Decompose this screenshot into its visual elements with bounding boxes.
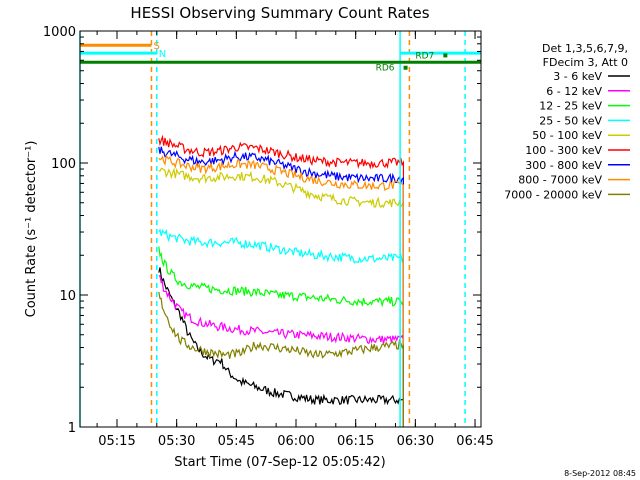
series-1-line — [158, 275, 404, 427]
legend-label-2: 12 - 25 keV — [539, 100, 602, 113]
x-tick-label: 06:45 — [456, 434, 493, 449]
legend-label-7: 800 - 7000 keV — [518, 174, 602, 187]
marker-hbar-label-1: N — [159, 49, 166, 60]
y-axis: 1 10 100 1000 — [43, 25, 481, 436]
legend-label-1: 6 - 12 keV — [546, 85, 602, 98]
marker-hbar-label-0: S — [153, 41, 159, 52]
plot-frame — [79, 30, 482, 428]
series-5-line — [158, 134, 404, 427]
series-8-line — [158, 291, 404, 427]
x-tick-label: 05:15 — [98, 434, 135, 449]
x-tick-label: 06:00 — [277, 434, 314, 449]
y-tick-label: 1000 — [43, 25, 76, 40]
series-7-line — [158, 154, 404, 427]
legend-label-8: 7000 - 20000 keV — [504, 188, 602, 201]
legend-header-line: Det 1,3,5,6,7,9, — [542, 42, 628, 55]
marker-text-1: RD6 — [376, 64, 395, 74]
x-tick-label: 06:30 — [397, 434, 434, 449]
series-3-line — [158, 228, 404, 427]
series-0-line — [158, 267, 404, 427]
series-4-line — [158, 167, 404, 427]
y-tick-label: 10 — [59, 289, 76, 304]
marker-text-0: RD7 — [415, 51, 434, 61]
y-axis-label: Count Rate (s⁻¹ detector⁻¹) — [24, 141, 39, 318]
x-tick-label: 05:30 — [158, 434, 195, 449]
series-layer — [158, 134, 404, 427]
legend-label-3: 25 - 50 keV — [539, 114, 602, 127]
x-axis: 05:15 05:30 05:45 06:00 06:15 06:30 06:45 — [96, 31, 494, 449]
legend-label-4: 50 - 100 keV — [532, 129, 602, 142]
x-axis-label: Start Time (07-Sep-12 05:05:42) — [174, 455, 385, 470]
legend-header-line: FDecim 3, Att 0 — [543, 56, 628, 69]
legend: Det 1,3,5,6,7,9,FDecim 3, Att 03 - 6 keV… — [504, 42, 630, 201]
legend-label-6: 300 - 800 keV — [525, 159, 602, 172]
series-6-line — [158, 146, 404, 427]
x-tick-label: 05:45 — [218, 434, 255, 449]
marker-tick-1 — [403, 65, 408, 70]
legend-label-0: 3 - 6 keV — [553, 70, 602, 83]
marker-tick-0 — [443, 53, 448, 58]
y-tick-label: 1 — [68, 421, 76, 436]
chart-title: HESSI Observing Summary Count Rates — [130, 4, 429, 22]
marker-layer: SN RD7 RD6 — [79, 31, 481, 427]
legend-label-5: 100 - 300 keV — [525, 144, 602, 157]
x-tick-label: 06:15 — [337, 434, 374, 449]
series-2-line — [158, 246, 404, 427]
footer-timestamp: 8-Sep-2012 08:45 — [564, 469, 636, 478]
y-tick-label: 100 — [51, 157, 76, 172]
